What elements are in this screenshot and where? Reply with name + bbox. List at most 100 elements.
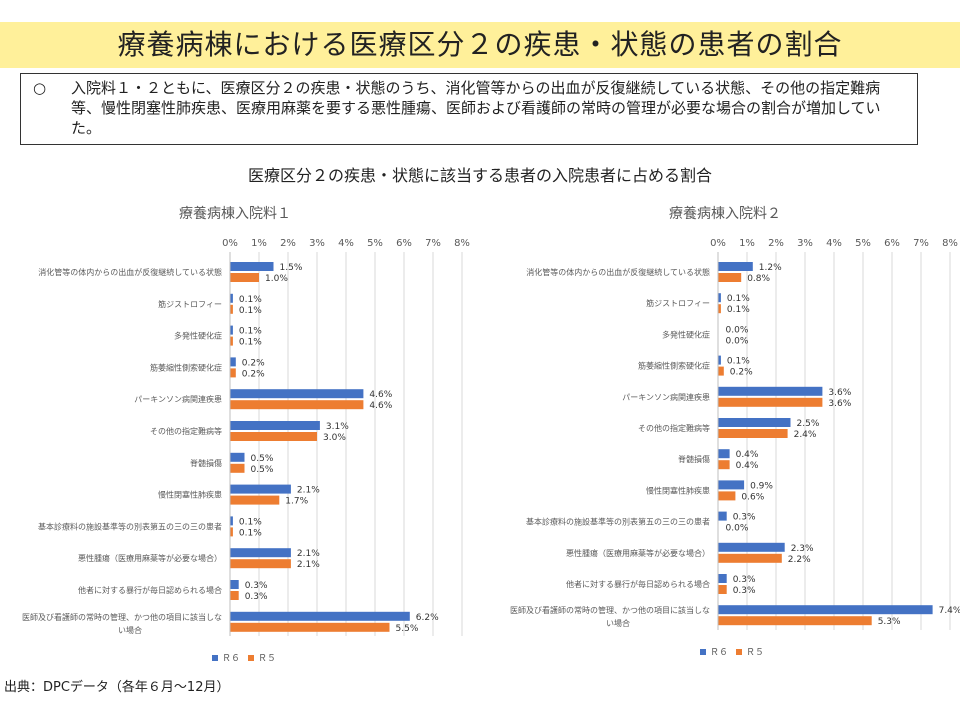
data-label-r5: 4.6% (369, 401, 392, 411)
chart-title: 療養病棟入院料１ (179, 205, 291, 222)
source-note: 出典：DPCデータ（各年６月～12月） (4, 680, 230, 695)
data-label-r6: 3.6% (828, 388, 851, 398)
data-label-r6: 0.9% (750, 481, 773, 491)
data-label-r5: 1.7% (285, 497, 308, 507)
data-label-r6: 1.2% (759, 263, 782, 273)
data-label-r6: 0.3% (733, 575, 756, 585)
category-label: 慢性閉塞性肺疾患 (646, 485, 710, 495)
bar-r6 (230, 389, 364, 399)
bar-r6 (230, 452, 245, 462)
bar-r6 (718, 386, 823, 396)
data-label-r5: 0.0% (726, 524, 749, 534)
bar-r5 (230, 336, 233, 346)
bar-r6 (718, 605, 933, 615)
bar-r5 (230, 432, 317, 441)
data-label-r5: 3.0% (323, 433, 346, 443)
bar-r5 (718, 460, 730, 470)
legend-swatch-r5 (736, 649, 742, 655)
category-label: 医師及び看護師の常時の管理、かつ他の項目に該当しな (22, 612, 222, 622)
data-label-r6: 0.1% (239, 517, 262, 527)
legend-swatch-r6 (700, 649, 706, 655)
category-label: 悪性腫瘍（医療用麻薬等が必要な場合） (566, 548, 710, 558)
category-label: 医師及び看護師の常時の管理、かつ他の項目に該当しな (510, 605, 710, 615)
bar-r6 (230, 580, 239, 589)
data-label-r5: 2.2% (788, 555, 811, 565)
x-tick-label: 3% (797, 238, 813, 249)
category-label: その他の指定難病等 (638, 423, 710, 433)
x-tick-label: 2% (280, 238, 296, 249)
data-label-r6: 0.0% (726, 325, 749, 335)
x-tick-label: 7% (425, 238, 441, 249)
x-tick-label: 5% (855, 238, 871, 249)
data-label-r5: 0.1% (239, 306, 262, 316)
x-tick-label: 1% (251, 238, 267, 249)
data-label-r5: 0.1% (239, 338, 262, 348)
data-label-r6: 1.5% (280, 263, 303, 273)
bar-r5 (718, 616, 872, 626)
bar-r5 (718, 585, 727, 594)
category-label: 脊髄損傷 (190, 458, 222, 468)
x-tick-label: 7% (913, 238, 929, 249)
category-label: パーキンソン病関連疾患 (622, 392, 710, 402)
data-label-r5: 0.0% (726, 336, 749, 346)
bar-r6 (230, 484, 291, 494)
legend-label-r6: Ｒ６ (222, 654, 240, 664)
x-tick-label: 8% (454, 238, 470, 249)
category-label: 多発性硬化症 (662, 329, 710, 339)
bar-r6 (230, 421, 320, 430)
data-label-r5: 0.8% (747, 274, 770, 284)
bar-r5 (230, 304, 233, 314)
data-label-r5: 5.5% (396, 624, 419, 634)
bar-r6 (230, 262, 274, 271)
data-label-r5: 5.3% (878, 617, 901, 627)
category-label: パーキンソン病関連疾患 (134, 394, 222, 404)
data-label-r6: 2.3% (791, 544, 814, 554)
bar-r6 (718, 262, 753, 271)
category-label: 他者に対する暴行が毎日認められる場合 (78, 585, 222, 595)
x-tick-label: 6% (884, 238, 900, 249)
data-label-r6: 4.6% (369, 390, 392, 400)
category-label: 筋萎縮性側索硬化症 (638, 361, 710, 371)
note-bullet: ○ (33, 79, 47, 97)
data-label-r5: 0.3% (245, 592, 268, 602)
category-label: 筋ジストロフィー (158, 299, 222, 309)
bar-r5 (230, 591, 239, 600)
bar-r6 (230, 516, 233, 526)
legend-swatch-r5 (248, 655, 254, 661)
data-label-r6: 0.3% (733, 513, 756, 523)
category-label-line2: い場合 (606, 618, 630, 628)
page-title: 療養病棟における医療区分２の疾患・状態の患者の割合 (117, 28, 843, 61)
category-label: 筋萎縮性側索硬化症 (150, 362, 222, 372)
x-tick-label: 1% (739, 238, 755, 249)
category-label: その他の指定難病等 (150, 426, 222, 436)
data-label-r6: 0.1% (727, 357, 750, 367)
bar-r6 (230, 548, 291, 558)
data-label-r5: 0.1% (239, 528, 262, 538)
bar-r6 (718, 293, 721, 303)
legend-swatch-r6 (212, 655, 218, 661)
bar-r5 (718, 397, 823, 407)
bar-r5 (230, 622, 390, 632)
category-label: 基本診療料の施設基準等の別表第五の三の三の患者 (526, 517, 710, 527)
data-label-r6: 6.2% (416, 613, 439, 623)
x-tick-label: 2% (768, 238, 784, 249)
data-label-r6: 0.5% (251, 454, 274, 464)
x-tick-label: 5% (367, 238, 383, 249)
bar-r5 (230, 559, 291, 569)
main-caption: 医療区分２の疾患・状態に該当する患者の入院患者に占める割合 (247, 166, 712, 185)
data-label-r6: 7.4% (939, 606, 960, 616)
category-label-line2: い場合 (118, 625, 142, 635)
category-label: 筋ジストロフィー (646, 298, 710, 308)
data-label-r5: 0.5% (251, 465, 274, 475)
note-text: 入院料１・２ともに、医療区分２の疾患・状態のうち、消化管等からの出血が反復継続し… (71, 79, 881, 137)
bar-r5 (718, 553, 782, 563)
legend-label-r6: Ｒ６ (710, 648, 728, 658)
title-bar: 療養病棟における医療区分２の疾患・状態の患者の割合 (0, 22, 960, 68)
category-label: 悪性腫瘍（医療用麻薬等が必要な場合） (78, 553, 222, 563)
bar-r6 (230, 293, 233, 303)
bar-r6 (230, 325, 233, 335)
bar-r6 (718, 542, 785, 552)
bar-r6 (230, 611, 410, 621)
bar-r5 (230, 463, 245, 473)
bar-r6 (718, 355, 721, 365)
